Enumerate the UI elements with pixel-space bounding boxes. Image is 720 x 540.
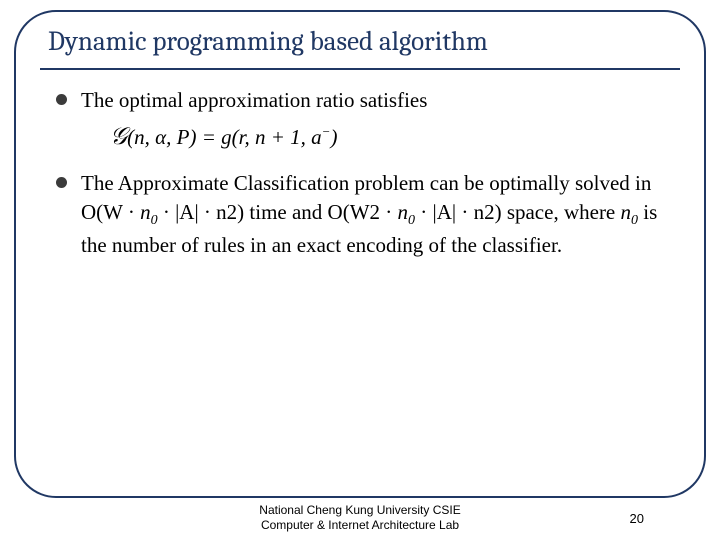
slide-title: Dynamic programming based algorithm <box>48 26 488 57</box>
footer: National Cheng Kung University CSIE Comp… <box>0 503 720 532</box>
bullet-text: The optimal approximation ratio satisfie… <box>81 86 427 114</box>
footer-line1: National Cheng Kung University CSIE <box>259 503 460 517</box>
bullet-text: The Approximate Classification problem c… <box>81 169 664 259</box>
equation: 𝒢(n, α, P) = g(r, n + 1, a−) <box>110 124 664 151</box>
footer-text: National Cheng Kung University CSIE Comp… <box>259 503 460 532</box>
title-underline <box>40 68 680 70</box>
page-number: 20 <box>630 511 644 526</box>
bullet-dot-icon <box>56 94 67 105</box>
bullet-item: The Approximate Classification problem c… <box>56 169 664 259</box>
bullet-dot-icon <box>56 177 67 188</box>
content-area: The optimal approximation ratio satisfie… <box>56 86 664 269</box>
bullet-item: The optimal approximation ratio satisfie… <box>56 86 664 114</box>
footer-line2: Computer & Internet Architecture Lab <box>261 518 459 532</box>
